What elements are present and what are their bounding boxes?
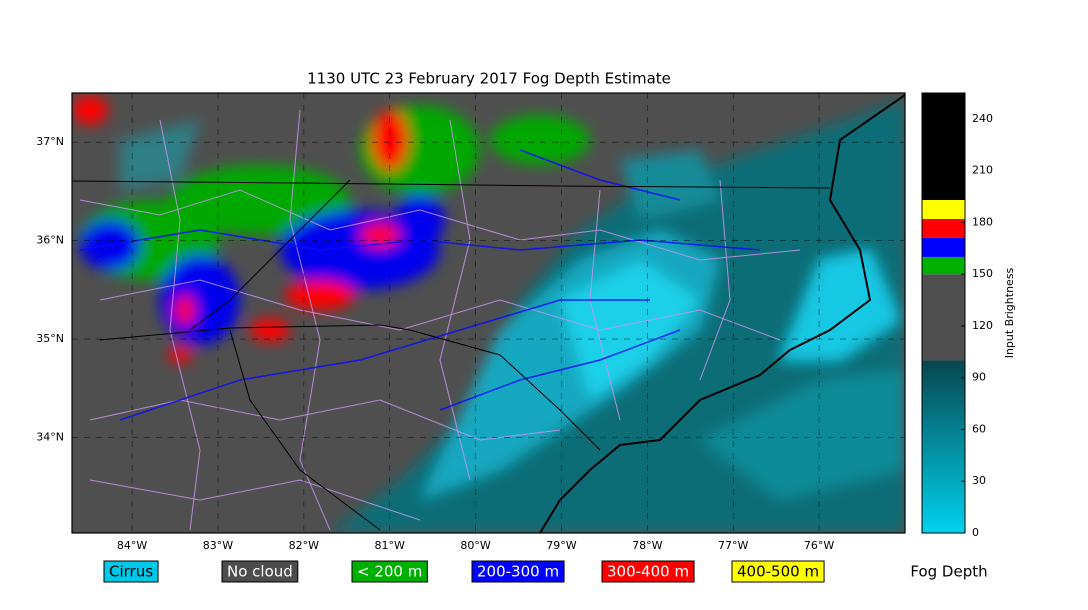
colorbar-segment — [922, 237, 965, 257]
legend-label: 300-400 m — [607, 563, 689, 581]
legend-swatch — [351, 560, 428, 583]
colorbar-tick-label: 60 — [972, 422, 986, 435]
x-tick-label: 79°W — [546, 539, 576, 552]
map-frame — [71, 92, 906, 534]
title: 1130 UTC 23 February 2017 Fog Depth Esti… — [307, 70, 671, 88]
map-image — [72, 93, 905, 533]
x-tick-label: 82°W — [289, 539, 319, 552]
x-tick-label: 84°W — [117, 539, 147, 552]
x-tick-label: 77°W — [718, 539, 748, 552]
legend-label: No cloud — [227, 563, 293, 581]
colorbar-tick-label: 120 — [972, 319, 993, 332]
legend-item: 400-500 m — [731, 560, 825, 583]
colorbar-segment — [922, 93, 965, 200]
x-tick-label: 81°W — [375, 539, 405, 552]
colorbar-tick-label: 30 — [972, 474, 986, 487]
y-tick-label: 37°N — [36, 135, 64, 148]
legend-item: Cirrus — [103, 560, 159, 583]
colorbar-frame — [921, 92, 966, 534]
legend-title: Fog Depth — [910, 563, 987, 581]
y-tick-label: 36°N — [36, 234, 64, 247]
x-tick-label: 76°W — [804, 539, 834, 552]
legend-swatch — [731, 560, 825, 583]
legend-label: < 200 m — [357, 563, 422, 581]
legend-swatch — [471, 560, 565, 583]
legend-item: 200-300 m — [471, 560, 565, 583]
colorbar-tick-label: 150 — [972, 267, 993, 280]
colorbar-segment — [922, 256, 965, 275]
legend-item: < 200 m — [351, 560, 428, 583]
colorbar-segment — [922, 360, 965, 533]
colorbar-label: Input Brightness — [1003, 267, 1016, 358]
colorbar-tick-label: 210 — [972, 164, 993, 177]
legend-label: 400-500 m — [737, 563, 819, 581]
legend-label: 200-300 m — [477, 563, 559, 581]
legend-swatch — [601, 560, 695, 583]
colorbar-segment — [922, 199, 965, 219]
x-tick-label: 78°W — [632, 539, 662, 552]
x-tick-label: 83°W — [203, 539, 233, 552]
colorbar-tick-label: 180 — [972, 215, 993, 228]
colorbar-tick-label: 0 — [972, 526, 979, 539]
legend-item: 300-400 m — [601, 560, 695, 583]
legend-swatch — [103, 560, 159, 583]
colorbar-tick-label: 90 — [972, 371, 986, 384]
colorbar-segment — [922, 218, 965, 238]
legend-label: Cirrus — [109, 563, 153, 581]
y-tick-label: 35°N — [36, 332, 64, 345]
x-tick-label: 80°W — [460, 539, 490, 552]
colorbar-tick-label: 240 — [972, 112, 993, 125]
colorbar-segment — [922, 274, 965, 361]
legend-item: No cloud — [221, 560, 299, 583]
y-tick-label: 34°N — [36, 431, 64, 444]
legend-swatch — [221, 560, 299, 583]
